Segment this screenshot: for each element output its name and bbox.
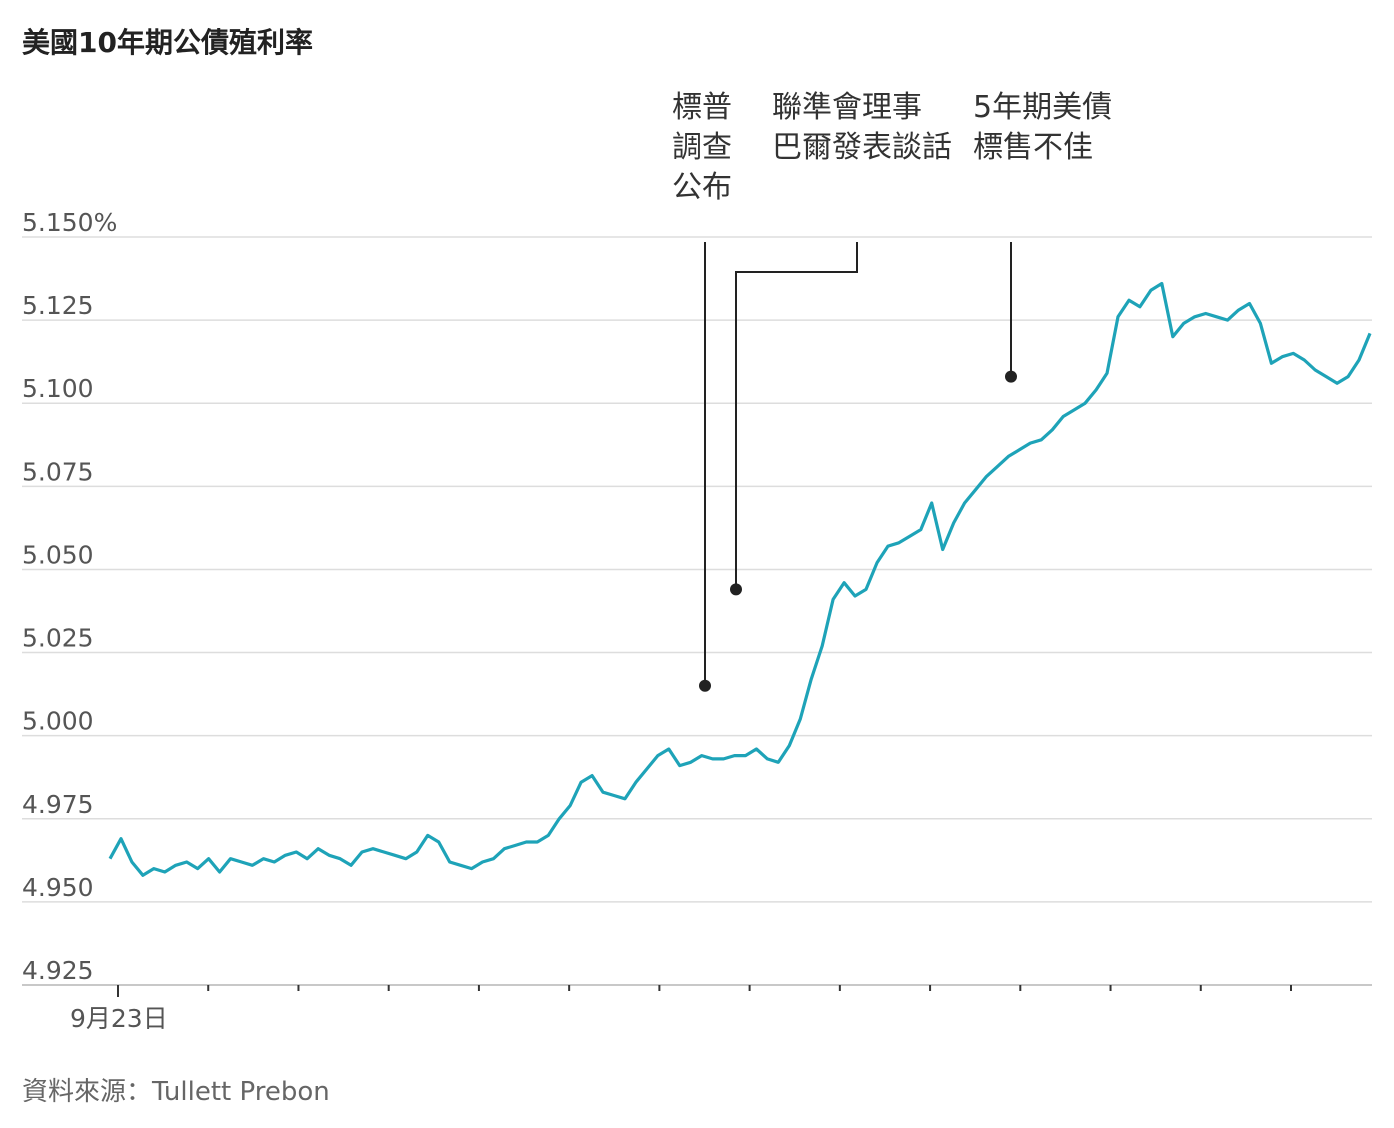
yield-series-line — [108, 281, 1372, 877]
annotation-label: 公布 — [672, 170, 732, 205]
y-tick-label: 5.000 — [22, 707, 94, 736]
annotation-marker — [730, 583, 742, 596]
x-tick-label-start: 9月23日 — [70, 1004, 168, 1033]
y-tick-labels: 5.150% 5.125 5.100 5.075 5.050 5.025 5.000 4.97… — [22, 208, 117, 985]
annotation-label: 標普 — [672, 90, 732, 125]
y-tick-label: 5.075 — [22, 457, 94, 486]
y-tick-label: 4.975 — [22, 790, 94, 819]
annotation-label: 聯準會理事 — [772, 90, 922, 125]
annotation-leader-line — [735, 242, 858, 590]
annotation-markers — [699, 370, 1017, 692]
y-tick-label: 5.050 — [22, 540, 94, 569]
y-tick-label: 4.925 — [22, 956, 94, 985]
y-tick-label: 5.025 — [22, 624, 94, 653]
y-tick-label: 5.100 — [22, 374, 94, 403]
annotation-label: 巴爾發表談話 — [772, 130, 952, 165]
annotation-label: 標售不佳 — [973, 130, 1093, 165]
annotation-label: 調查 — [672, 130, 732, 165]
y-tick-label: 5.150% — [22, 208, 117, 237]
annotation-marker — [699, 679, 711, 692]
source-note: 資料來源：Tullett Prebon — [22, 1077, 330, 1107]
annotation-label: 5年期美債 — [973, 90, 1112, 125]
annotation-marker — [1005, 370, 1017, 383]
y-tick-label: 4.950 — [22, 873, 94, 902]
chart-title: 美國10年期公債殖利率 — [22, 26, 313, 59]
gridlines — [22, 236, 1372, 986]
y-tick-label: 5.125 — [22, 291, 94, 320]
x-axis — [22, 984, 1372, 997]
